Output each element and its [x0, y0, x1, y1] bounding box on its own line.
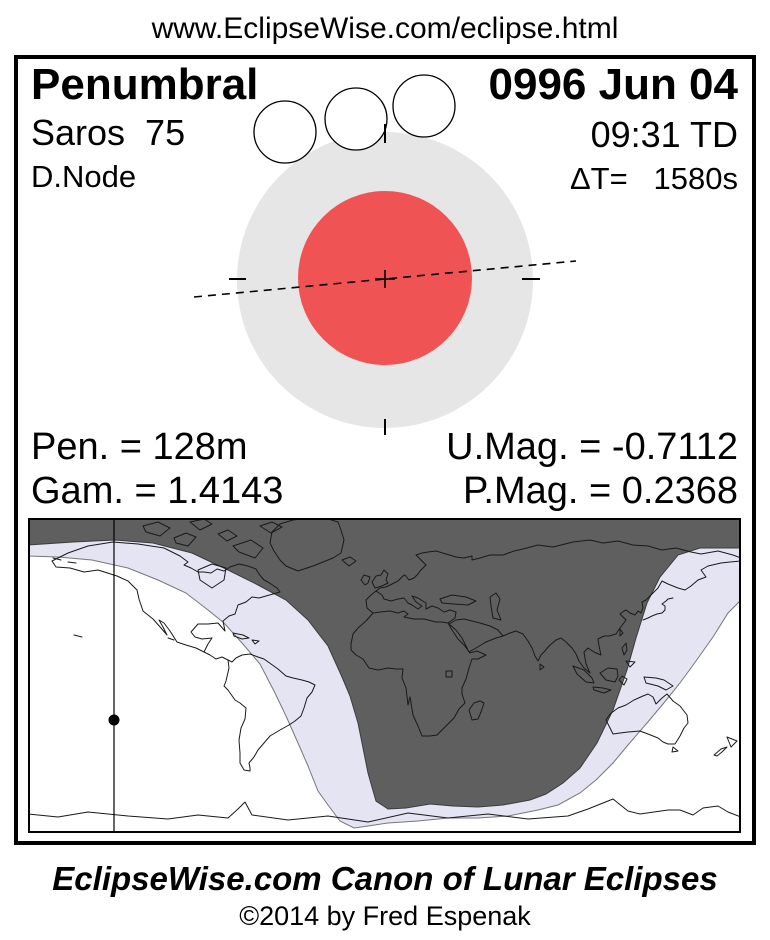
moon-circle-2 [324, 87, 388, 151]
greenland [269, 518, 345, 572]
umbral-magnitude-stat: U.Mag. = -0.7112 [446, 426, 738, 468]
plot-frame [14, 55, 756, 845]
madagascar [468, 700, 485, 721]
saros-series-label: Saros 75 [31, 112, 186, 153]
visibility-map [28, 518, 741, 833]
new-zealand [713, 736, 738, 757]
canon-title: EclipseWise.com Canon of Lunar Eclipses [52, 860, 718, 897]
sri-lanka [539, 663, 545, 671]
japan [642, 597, 674, 621]
black-sea [439, 594, 477, 606]
australia [605, 693, 689, 745]
delta-t-value: ΔT= 1580s [569, 161, 738, 196]
southeast-asia-islands [572, 628, 674, 694]
shadow-center-cross-icon [375, 270, 395, 288]
moon-path-dashed-line [193, 260, 577, 298]
eclipse-not-visible-region [28, 518, 741, 810]
node-label: D.Node [31, 159, 137, 194]
hudson-bay [197, 563, 227, 589]
sublunar-point-dot [108, 714, 120, 726]
antarctica-coast [28, 798, 741, 823]
eclipse-type-label: Penumbral [31, 60, 259, 109]
coast-north-america-east [51, 541, 281, 653]
caspian-sea [489, 592, 502, 621]
coast-europe [365, 539, 741, 624]
coast-south-asia [502, 560, 741, 674]
coastlines [28, 518, 741, 823]
gamma-stat: Gam. = 1.4143 [31, 470, 284, 512]
map-border [28, 518, 741, 833]
caribbean-islands [232, 632, 260, 645]
page-url-text: www.EclipseWise.com/eclipse.html [151, 12, 619, 45]
pacific-island-dashes [52, 557, 175, 641]
lake-victoria [445, 670, 453, 678]
moon-circle-1 [253, 100, 317, 164]
penumbral-magnitude-stat: P.Mag. = 0.2368 [462, 470, 738, 512]
copyright-text: ©2014 by Fred Espenak [239, 901, 531, 931]
eclipse-date: 0996 Jun 04 [488, 60, 739, 109]
coast-africa [350, 610, 487, 737]
british-isles [360, 569, 389, 589]
moon-circle-3 [392, 74, 456, 138]
arctic-islands [142, 518, 283, 559]
penumbral-duration-stat: Pen. = 128m [31, 426, 248, 468]
iceland [341, 556, 357, 567]
tasmania [671, 746, 679, 753]
coast-south-america [223, 653, 316, 772]
greatest-eclipse-time: 09:31 TD [590, 114, 738, 155]
